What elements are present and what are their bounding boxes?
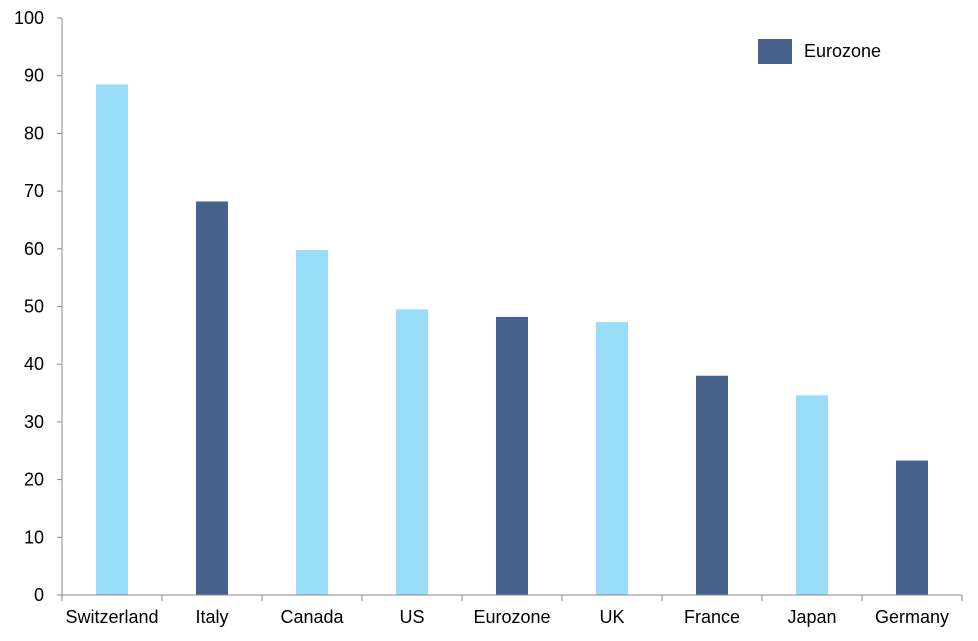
bar-canada bbox=[296, 249, 328, 596]
bars-group bbox=[96, 84, 928, 596]
y-tick-label: 60 bbox=[24, 239, 44, 259]
y-ticks-group: 0 10 20 30 40 50 60 70 80 90 100 bbox=[14, 8, 62, 605]
y-tick-label: 30 bbox=[24, 412, 44, 432]
bar-us bbox=[396, 309, 428, 595]
y-tick-label: 50 bbox=[24, 297, 44, 317]
legend-swatch-eurozone bbox=[758, 39, 792, 64]
y-tick-label: 80 bbox=[24, 123, 44, 143]
bar-germany bbox=[896, 460, 928, 595]
x-ticks-group: Switzerland Italy Canada US Eurozone UK France… bbox=[61, 595, 963, 627]
y-tick-label: 100 bbox=[14, 8, 44, 28]
y-tick-label: 0 bbox=[34, 585, 44, 605]
y-tick-label: 20 bbox=[24, 470, 44, 490]
bar-uk bbox=[596, 322, 628, 595]
bar-eurozone bbox=[496, 316, 528, 595]
x-tick-label: France bbox=[684, 607, 740, 627]
bar-italy bbox=[196, 201, 228, 595]
x-tick-label: Canada bbox=[280, 607, 344, 627]
y-tick-label: 90 bbox=[24, 66, 44, 86]
x-tick-label: Japan bbox=[787, 607, 836, 627]
x-tick-label: Italy bbox=[195, 607, 228, 627]
bar-france bbox=[696, 375, 728, 595]
legend-label-eurozone: Eurozone bbox=[804, 41, 881, 61]
x-tick-label: Germany bbox=[875, 607, 949, 627]
y-tick-label: 70 bbox=[24, 181, 44, 201]
bar-switzerland bbox=[96, 84, 128, 595]
y-tick-label: 10 bbox=[24, 527, 44, 547]
x-tick-label: Eurozone bbox=[473, 607, 550, 627]
x-tick-label: Switzerland bbox=[65, 607, 158, 627]
bar-japan bbox=[796, 395, 828, 595]
legend: Eurozone bbox=[758, 39, 881, 64]
x-tick-label: UK bbox=[599, 607, 624, 627]
y-tick-label: 40 bbox=[24, 354, 44, 374]
x-tick-label: US bbox=[399, 607, 424, 627]
